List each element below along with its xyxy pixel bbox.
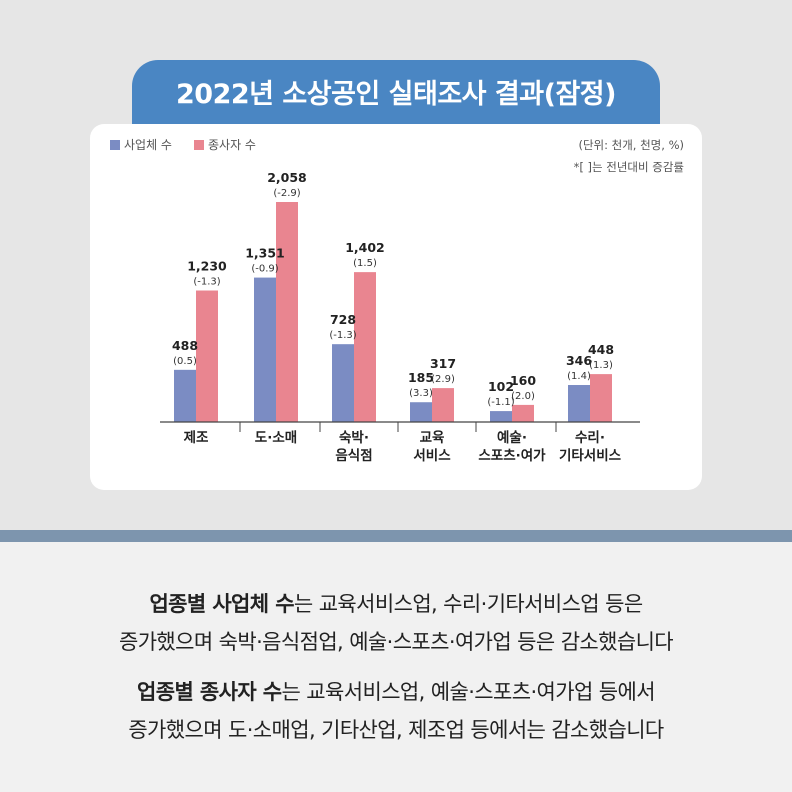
category-label-1-0: 도·소매 — [255, 430, 297, 446]
change-label-business-5: (1.4) — [567, 371, 591, 382]
bar-business-1 — [254, 277, 276, 422]
change-label-business-1: (-0.9) — [251, 264, 278, 275]
value-label-business-4: 102 — [488, 379, 514, 394]
category-label-3-0: 교육 — [420, 430, 445, 446]
value-label-worker-1: 2,058 — [267, 170, 307, 185]
category-label-4-1: 스포츠·여가 — [478, 447, 546, 464]
change-label-worker-1: (-2.9) — [273, 188, 300, 199]
bar-worker-0 — [196, 290, 218, 422]
value-label-business-0: 488 — [172, 338, 198, 353]
value-label-business-5: 346 — [566, 353, 592, 368]
change-label-worker-3: (2.9) — [431, 374, 455, 385]
title-tab — [132, 60, 660, 136]
x-tick-layer: 제조 도·소매 숙박·음식점 교육서비스 예술·스포츠·여가 수리· 기타서비스 — [184, 422, 622, 464]
value-label-business-3: 185 — [408, 370, 434, 385]
bar-worker-3 — [432, 388, 454, 422]
category-label-0-0: 제조 — [184, 430, 209, 446]
value-label-worker-4: 160 — [510, 373, 536, 388]
bar-chart: 사업체 수 종사자 수 (단위: 천개, 천명, %) *[ ]는 전년대비 증… — [110, 138, 684, 464]
category-label-2-0: 숙박· — [339, 429, 369, 446]
summary-line-3-bold: 업종별 종사자 수 — [137, 680, 282, 704]
legend-swatch-worker — [194, 140, 204, 150]
bar-worker-4 — [512, 404, 534, 422]
value-label-worker-2: 1,402 — [345, 240, 385, 255]
legend-label-business: 사업체 수 — [124, 138, 172, 152]
legend: 사업체 수 종사자 수 — [110, 138, 256, 152]
category-label-4-0: 예술· — [497, 430, 527, 446]
value-label-business-1: 1,351 — [245, 246, 285, 261]
bar-worker-1 — [276, 202, 298, 422]
change-label-business-0: (0.5) — [173, 356, 197, 367]
value-label-business-2: 728 — [330, 312, 356, 327]
summary-line-3-rest: 는 교육서비스업, 예술·스포츠·여가업 등에서 — [281, 680, 656, 704]
summary-line-1: 업종별 사업체 수는 교육서비스업, 수리·기타서비스업 등은 — [0, 588, 792, 618]
change-label-worker-5: (1.3) — [589, 360, 613, 371]
category-label-3-1: 서비스 — [413, 448, 451, 464]
bar-business-4 — [490, 411, 512, 422]
unit-note: (단위: 천개, 천명, %) — [578, 138, 684, 152]
summary-line-1-rest: 는 교육서비스업, 수리·기타서비스업 등은 — [293, 592, 643, 616]
summary-line-1-bold: 업종별 사업체 수 — [149, 592, 294, 616]
footnote: *[ ]는 전년대비 증감률 — [574, 160, 684, 174]
change-label-business-3: (3.3) — [409, 388, 433, 399]
section-divider — [0, 530, 792, 542]
change-label-worker-0: (-1.3) — [193, 277, 220, 288]
change-label-business-2: (-1.3) — [329, 330, 356, 341]
summary-line-4: 증가했으며 도·소매업, 기타산업, 제조업 등에서는 감소했습니다 — [128, 718, 664, 742]
bar-business-0 — [174, 369, 196, 422]
value-label-worker-0: 1,230 — [187, 259, 227, 274]
legend-swatch-business — [110, 140, 120, 150]
bar-worker-5 — [590, 374, 612, 422]
change-label-worker-2: (1.5) — [353, 258, 377, 269]
summary-line-2: 증가했으며 숙박·음식점업, 예술·스포츠·여가업 등은 감소했습니다 — [118, 630, 674, 654]
change-label-business-4: (-1.1) — [487, 397, 514, 408]
chart-card: 사업체 수 종사자 수 (단위: 천개, 천명, %) *[ ]는 전년대비 증… — [90, 124, 702, 490]
category-label-5-0: 수리· — [575, 430, 605, 446]
bar-business-2 — [332, 344, 354, 422]
bars-layer — [174, 202, 612, 422]
category-label-5-1: 기타서비스 — [559, 448, 622, 464]
legend-label-worker: 종사자 수 — [208, 138, 256, 152]
category-label-2-1: 음식점 — [335, 447, 372, 464]
value-label-worker-5: 448 — [588, 342, 614, 357]
bar-worker-2 — [354, 272, 376, 422]
value-label-worker-3: 317 — [430, 356, 456, 371]
summary-line-3: 업종별 종사자 수는 교육서비스업, 예술·스포츠·여가업 등에서 — [0, 676, 792, 706]
page-title: 2022년 소상공인 실태조사 결과(잠정) — [176, 79, 616, 110]
bar-business-5 — [568, 385, 590, 422]
bar-business-3 — [410, 402, 432, 422]
bar-labels-layer: 488 (0.5) 1,230 (-1.3) 1,351 (-0.9) 2,058 (-2.9… — [172, 170, 614, 408]
summary-background — [0, 542, 792, 792]
change-label-worker-4: (2.0) — [511, 391, 535, 402]
